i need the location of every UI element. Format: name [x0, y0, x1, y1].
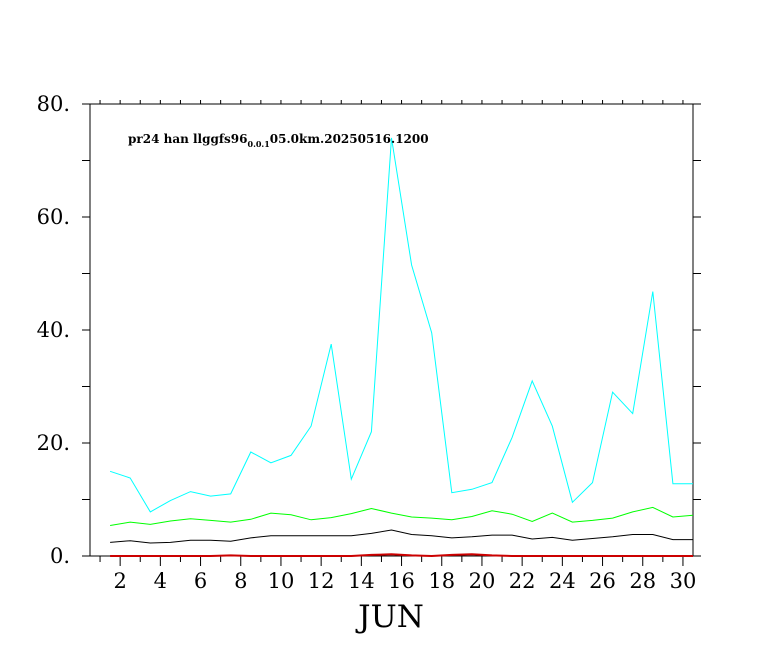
tick-labels: 0.20.40.60.80.2 4 6 8 10 12 14 16 18 20 22 24 26 28 30 — [37, 92, 697, 593]
axis-ticks — [82, 100, 701, 566]
x-tick-label: 4 — [154, 569, 167, 593]
chart-title-part-1: pr24 han llggfs96 — [128, 132, 248, 146]
x-tick-label: 14 — [348, 569, 375, 593]
x-tick-label: 26 — [589, 569, 616, 593]
x-tick-label: 10 — [268, 569, 295, 593]
x-tick-label: 6 — [194, 569, 207, 593]
series-line-3 — [110, 529, 693, 544]
x-tick-label: 16 — [388, 569, 415, 593]
y-tick-label: 40. — [37, 318, 70, 342]
x-tick-label: 18 — [428, 569, 455, 593]
y-tick-label: 80. — [37, 92, 70, 116]
y-tick-label: 0. — [50, 544, 70, 568]
x-tick-label: 30 — [670, 569, 697, 593]
y-tick-label: 60. — [37, 205, 70, 229]
x-tick-label: 22 — [509, 569, 536, 593]
plot-frame — [89, 103, 694, 557]
series-line-2 — [110, 506, 694, 526]
x-tick-label: 12 — [308, 569, 335, 593]
y-tick-label: 20. — [37, 431, 70, 455]
series-line-4 — [110, 553, 693, 558]
chart-title-part-3: 05.0km.20250516.1200 — [270, 132, 429, 146]
series-line-1 — [109, 137, 693, 513]
x-tick-label: 8 — [234, 569, 247, 593]
chart-title-part-2: 0.0.1 — [248, 139, 270, 149]
x-tick-label: 20 — [469, 569, 496, 593]
x-tick-label: 2 — [113, 569, 126, 593]
x-tick-label: 24 — [549, 569, 576, 593]
series-lines — [109, 137, 694, 558]
chart-title: pr24 han llggfs960.0.105.0km.20250516.12… — [128, 132, 429, 149]
x-axis-label: JUN — [355, 599, 424, 635]
x-tick-label: 28 — [629, 569, 656, 593]
